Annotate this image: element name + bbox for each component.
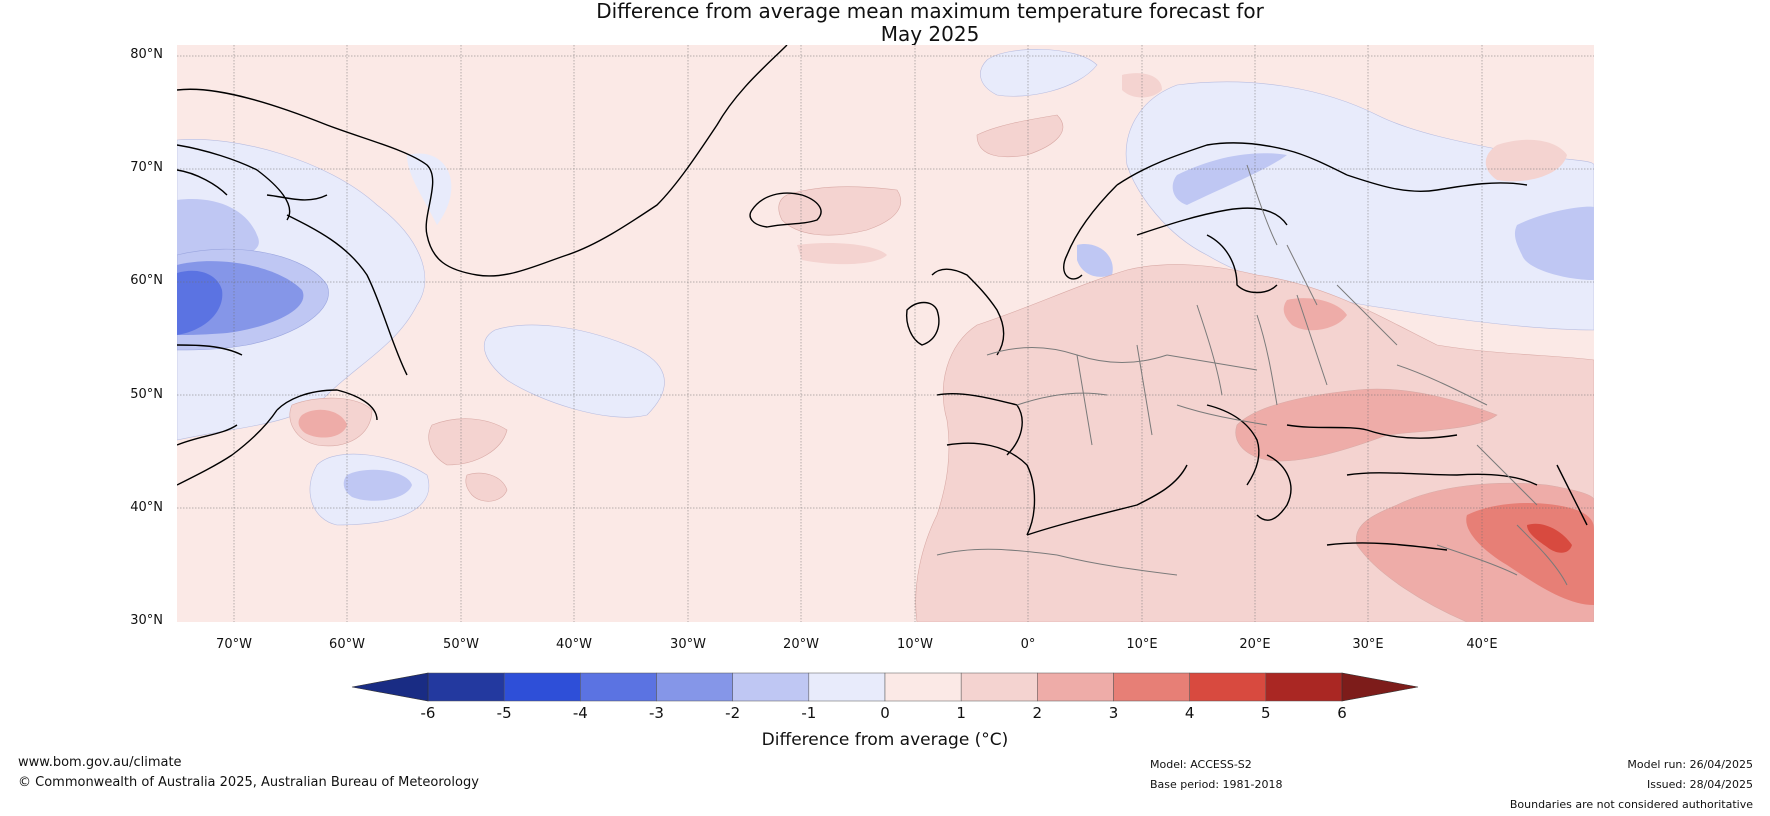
colorbar-swatch <box>960 672 1038 702</box>
colorbar-tick-label: 1 <box>956 704 966 722</box>
colorbar-swatch <box>427 672 505 702</box>
colorbar-swatch <box>503 672 581 702</box>
colorbar-tick-label: -3 <box>649 704 664 722</box>
footer-model-run: Model run: 26/04/2025 <box>1627 758 1753 771</box>
forecast-map <box>177 45 1594 622</box>
lon-label-40w: 40°W <box>556 637 592 652</box>
lon-label-50w: 50°W <box>443 637 479 652</box>
colorbar-swatch <box>884 672 962 702</box>
colorbar-swatch <box>808 672 886 702</box>
colorbar-tick-label: 3 <box>1108 704 1119 722</box>
lon-label-10e: 10°E <box>1126 637 1158 652</box>
lat-label-80n: 80°N <box>130 47 163 62</box>
colorbar-overflow-arrow <box>1341 672 1419 702</box>
map-canvas <box>177 45 1594 622</box>
title-line-1: Difference from average mean maximum tem… <box>596 0 1264 23</box>
colorbar-tick-label: 2 <box>1032 704 1043 722</box>
colorbar-tick-label: -6 <box>420 704 436 722</box>
colorbar-underflow-arrow <box>351 672 429 702</box>
colorbar-tick-label: 4 <box>1184 704 1195 722</box>
map-title: Difference from average mean maximum tem… <box>0 0 1770 46</box>
colorbar-swatches <box>427 672 1343 702</box>
colorbar-swatch <box>1265 672 1343 702</box>
colorbar-swatch <box>1113 672 1190 702</box>
country-borders <box>936 164 1568 586</box>
colorbar-swatch <box>1189 672 1267 702</box>
graticule <box>177 45 1594 622</box>
colorbar <box>351 672 1419 702</box>
colorbar-tick-label: -2 <box>725 704 741 722</box>
colorbar-tick-label: 5 <box>1261 704 1271 722</box>
lat-label-30n: 30°N <box>130 613 163 628</box>
lon-label-20w: 20°W <box>783 637 819 652</box>
footer-issued: Issued: 28/04/2025 <box>1646 778 1753 791</box>
lat-label-50n: 50°N <box>130 387 163 402</box>
colorbar-tick-label: -5 <box>496 704 512 722</box>
colorbar-swatch <box>732 672 810 702</box>
title-line-2: May 2025 <box>880 22 980 46</box>
colorbar-swatch <box>1037 672 1114 702</box>
footer-disclaimer: Boundaries are not considered authoritat… <box>1509 798 1753 811</box>
footer-base-period: Base period: 1981-2018 <box>1150 778 1283 791</box>
colorbar-tick-label: -1 <box>801 704 817 722</box>
colorbar-swatch <box>656 672 733 702</box>
colorbar-label: Difference from average (°C) <box>761 730 1009 750</box>
footer-website: www.bom.gov.au/climate <box>18 755 182 770</box>
coastlines <box>177 45 1588 551</box>
lon-label-30w: 30°W <box>670 637 706 652</box>
lat-label-40n: 40°N <box>130 500 163 515</box>
colorbar-swatch <box>580 672 657 702</box>
lat-label-60n: 60°N <box>130 273 163 288</box>
lon-label-30e: 30°E <box>1352 637 1384 652</box>
footer-model: Model: ACCESS-S2 <box>1150 758 1252 771</box>
lon-label-70w: 70°W <box>216 637 252 652</box>
colorbar-tick-label: 6 <box>1337 704 1347 722</box>
colorbar-tick-label: -4 <box>572 704 588 722</box>
colorbar-tick-label: 0 <box>880 704 890 722</box>
lon-label-10w: 10°W <box>897 637 933 652</box>
lon-label-20e: 20°E <box>1239 637 1271 652</box>
footer-copyright: © Commonwealth of Australia 2025, Austra… <box>18 775 479 790</box>
lat-label-70n: 70°N <box>130 160 163 175</box>
lon-label-0: 0° <box>1020 637 1036 652</box>
cool-anomaly-regions <box>177 49 1594 526</box>
warm-anomaly-regions <box>289 73 1594 622</box>
lon-label-60w: 60°W <box>329 637 365 652</box>
lon-label-40e: 40°E <box>1466 637 1498 652</box>
